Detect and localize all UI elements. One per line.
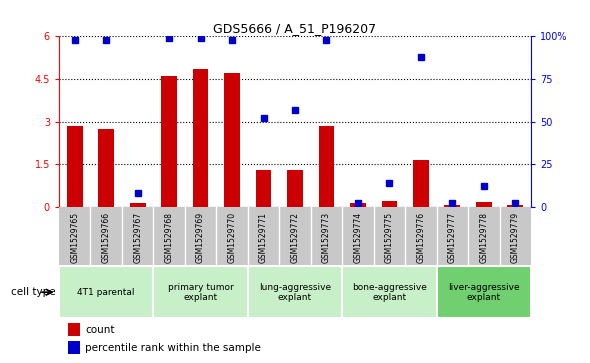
Bar: [68, 341, 80, 354]
Bar: [99, 129, 114, 207]
Text: 4T1 parental: 4T1 parental: [77, 288, 135, 297]
Text: GSM1529775: GSM1529775: [385, 212, 394, 263]
Text: GSM1529765: GSM1529765: [70, 212, 79, 263]
Bar: [67, 126, 83, 207]
Text: count: count: [85, 325, 114, 335]
Text: primary tumor
explant: primary tumor explant: [168, 282, 234, 302]
Bar: [255, 170, 271, 207]
Text: GSM1529773: GSM1529773: [322, 212, 331, 263]
Text: GSM1529767: GSM1529767: [133, 212, 142, 263]
Text: GSM1529774: GSM1529774: [353, 212, 362, 263]
Bar: [350, 204, 366, 207]
Bar: [342, 266, 437, 318]
Text: liver-aggressive
explant: liver-aggressive explant: [448, 282, 520, 302]
Bar: [224, 73, 240, 207]
Text: GSM1529771: GSM1529771: [259, 212, 268, 262]
Text: GSM1529776: GSM1529776: [417, 212, 425, 263]
Bar: [59, 266, 153, 318]
Bar: [161, 76, 177, 207]
Text: GSM1529769: GSM1529769: [196, 212, 205, 263]
Text: GSM1529766: GSM1529766: [101, 212, 111, 263]
Text: cell type: cell type: [11, 287, 56, 297]
Text: GSM1529779: GSM1529779: [511, 212, 520, 263]
Bar: [507, 205, 523, 207]
Text: percentile rank within the sample: percentile rank within the sample: [85, 343, 261, 353]
Bar: [444, 205, 460, 207]
Bar: [248, 266, 342, 318]
Bar: [476, 202, 491, 207]
Bar: [130, 203, 146, 207]
Bar: [382, 201, 397, 207]
Text: bone-aggressive
explant: bone-aggressive explant: [352, 282, 427, 302]
Bar: [193, 69, 208, 207]
Bar: [287, 170, 303, 207]
Bar: [153, 266, 248, 318]
Title: GDS5666 / A_51_P196207: GDS5666 / A_51_P196207: [214, 22, 376, 35]
Bar: [413, 160, 429, 207]
Text: GSM1529768: GSM1529768: [165, 212, 173, 262]
Bar: [68, 323, 80, 336]
Text: GSM1529777: GSM1529777: [448, 212, 457, 263]
Text: GSM1529772: GSM1529772: [290, 212, 300, 262]
Text: GSM1529770: GSM1529770: [228, 212, 237, 263]
Text: lung-aggressive
explant: lung-aggressive explant: [259, 282, 331, 302]
Bar: [437, 266, 531, 318]
Text: GSM1529778: GSM1529778: [479, 212, 489, 262]
Bar: [319, 126, 335, 207]
